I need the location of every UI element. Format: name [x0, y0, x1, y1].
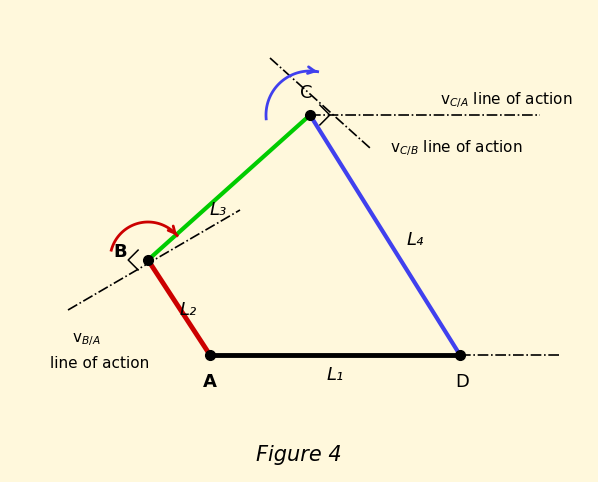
Text: A: A [203, 373, 217, 391]
Text: L₂: L₂ [179, 301, 197, 319]
Text: L₃: L₃ [209, 201, 227, 219]
Text: B: B [113, 243, 127, 261]
Text: L₁: L₁ [327, 366, 344, 384]
Text: C: C [300, 84, 312, 102]
Text: v$_{C/A}$ line of action: v$_{C/A}$ line of action [440, 90, 572, 110]
Text: Figure 4: Figure 4 [256, 445, 342, 465]
Text: v$_{C/B}$ line of action: v$_{C/B}$ line of action [390, 138, 523, 158]
Text: D: D [455, 373, 469, 391]
Text: L₄: L₄ [407, 231, 423, 249]
Text: line of action: line of action [50, 356, 150, 371]
Text: v$_{B/A}$: v$_{B/A}$ [72, 332, 100, 348]
